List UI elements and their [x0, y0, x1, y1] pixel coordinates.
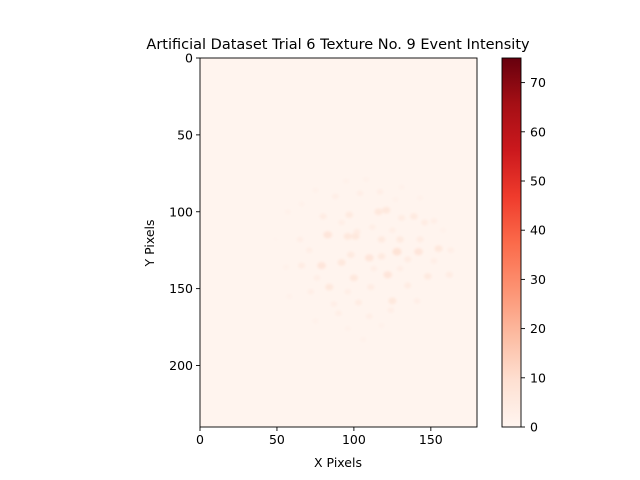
- heatmap-hotspot: [413, 298, 421, 304]
- heatmap-hotspot: [416, 195, 424, 201]
- heatmap-hotspot: [369, 224, 376, 230]
- heatmap-hotspot: [404, 256, 412, 263]
- heatmap-hotspot: [284, 209, 291, 215]
- heatmap-hotspot: [392, 196, 399, 203]
- heatmap-hotspot: [389, 227, 396, 233]
- heatmap-hotspot: [445, 271, 453, 278]
- heatmap-hotspot: [307, 288, 315, 295]
- heatmap-hotspot: [323, 231, 333, 239]
- heatmap-hotspot: [354, 299, 363, 306]
- colorbar-tick-label: 10: [530, 370, 546, 385]
- heatmap-hotspot: [364, 254, 374, 262]
- heatmap-hotspot: [370, 265, 378, 272]
- heatmap-hotspot: [319, 213, 327, 220]
- heatmap-hotspot: [283, 264, 290, 270]
- heatmap-hotspot: [377, 236, 386, 243]
- heatmap-hotspot: [343, 178, 350, 184]
- y-tick-label: 50: [177, 127, 193, 142]
- heatmap-hotspot: [367, 284, 375, 291]
- colorbar-tick-label: 30: [530, 272, 546, 287]
- heatmap-hotspot: [378, 322, 385, 329]
- heatmap-hotspot: [349, 274, 358, 282]
- heatmap-hotspot: [414, 248, 423, 256]
- colorbar-ticks: 0 10 20 30 40 50 60 70: [521, 75, 546, 435]
- heatmap-hotspot: [346, 251, 355, 258]
- heatmap-hotspot: [416, 236, 424, 243]
- heatmap-hotspot: [325, 283, 334, 291]
- heatmap-hotspot: [396, 265, 404, 272]
- chart-title: Artificial Dataset Trial 6 Texture No. 9…: [146, 37, 530, 53]
- heatmap-hotspot: [363, 176, 370, 183]
- heatmap-hotspot: [312, 318, 319, 324]
- heatmap-hotspot: [387, 307, 395, 313]
- heatmap-hotspot: [376, 188, 384, 195]
- heatmap-hotspot: [343, 232, 352, 240]
- x-axis-label: X Pixels: [314, 455, 362, 470]
- heatmap-hotspot: [344, 326, 351, 332]
- heatmap-hotspot: [397, 214, 406, 221]
- heatmap-hotspot: [317, 261, 326, 270]
- heatmap-hotspot: [360, 336, 367, 342]
- heatmap-hotspot: [344, 288, 352, 295]
- colorbar-tick-label: 50: [530, 174, 546, 189]
- heatmap-hotspot: [312, 187, 319, 193]
- heatmap-hotspot: [337, 259, 346, 266]
- heatmap-hotspot: [305, 247, 313, 253]
- colorbar-tick-label: 40: [530, 223, 546, 238]
- heatmap-hotspot: [388, 297, 397, 305]
- heatmap-hotspot: [383, 271, 393, 279]
- colorbar-tick-label: 0: [530, 420, 538, 435]
- heatmap-hotspot: [297, 262, 306, 269]
- heatmap-hotspot: [392, 247, 402, 256]
- heatmap-hotspot: [296, 236, 304, 243]
- colorbar-tick-label: 20: [530, 321, 546, 336]
- heatmap-hotspot: [398, 184, 405, 190]
- heatmap-hotspot: [338, 219, 345, 226]
- heatmap-hotspot: [447, 247, 455, 253]
- heatmap-hotspots: [272, 176, 455, 342]
- heatmap-hotspot: [410, 213, 418, 220]
- y-axis-label: Y Pixels: [142, 219, 157, 267]
- heatmap-hotspot: [345, 211, 354, 219]
- heatmap-hotspot: [382, 206, 391, 214]
- y-tick-label: 150: [169, 281, 193, 296]
- x-tick-label: 100: [342, 432, 366, 447]
- plot-frame: [199, 57, 478, 428]
- heatmap-hotspot: [330, 301, 338, 307]
- heatmap-hotspot: [365, 313, 373, 320]
- y-tick-label: 0: [185, 51, 193, 66]
- heatmap-hotspot: [423, 273, 432, 280]
- x-axis-ticks: 0 50 100 150: [196, 427, 443, 447]
- colorbar: [501, 57, 522, 428]
- heatmap-hotspot: [421, 219, 429, 226]
- x-tick-label: 150: [419, 432, 443, 447]
- heatmap-hotspot: [332, 193, 339, 200]
- heatmap-hotspot: [286, 293, 293, 299]
- heatmap-hotspot: [298, 201, 305, 207]
- heatmap-hotspot: [377, 253, 386, 260]
- heatmap-hotspot: [313, 275, 321, 281]
- y-tick-label: 200: [169, 358, 193, 373]
- y-tick-label: 100: [169, 204, 193, 219]
- heatmap-hotspot: [430, 258, 438, 264]
- x-tick-label: 50: [269, 432, 285, 447]
- heatmap-hotspot: [335, 310, 342, 317]
- colorbar-tick-label: 60: [530, 124, 546, 139]
- heatmap-hotspot: [351, 232, 360, 240]
- colorbar-tick-label: 70: [530, 75, 546, 90]
- heatmap-hotspot: [440, 227, 447, 233]
- heatmap-hotspot: [356, 190, 364, 197]
- heatmap-hotspot: [272, 237, 279, 242]
- heatmap-hotspot: [434, 245, 443, 253]
- y-axis-ticks: 0 50 100 150 200: [169, 51, 200, 373]
- heatmap-hotspot: [430, 218, 438, 224]
- heatmap-background: [200, 58, 477, 427]
- heatmap-hotspot: [404, 282, 412, 289]
- heatmap-hotspot: [374, 208, 383, 216]
- x-tick-label: 0: [196, 432, 204, 447]
- heatmap-hotspot: [396, 236, 404, 243]
